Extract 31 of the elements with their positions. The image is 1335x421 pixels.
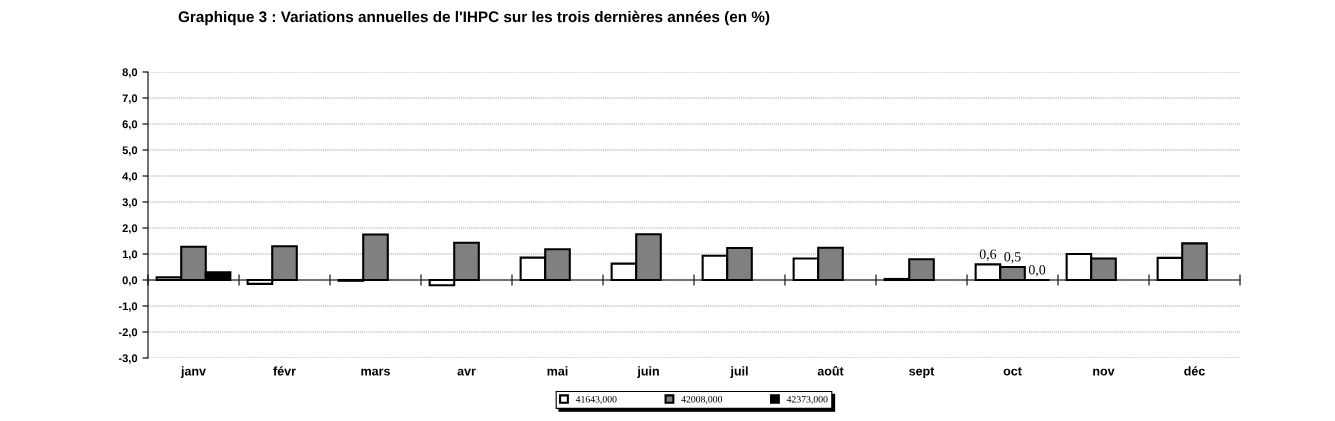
- data-label: 0,6: [979, 249, 997, 261]
- x-tick-label: oct: [1003, 367, 1022, 376]
- y-tick-label: 2,0: [122, 224, 138, 234]
- x-tick-label: avr: [457, 368, 476, 376]
- x-tick-label: janv: [180, 366, 206, 378]
- chart-title: Graphique 3 : Variations annuelles de l'IHPC sur les trois dernières années (en %): [178, 10, 770, 26]
- y-tick-label: 0,0: [122, 276, 138, 286]
- y-tick-label: 5,0: [122, 146, 138, 156]
- x-tick-label: août: [817, 366, 844, 376]
- y-tick-label: 1,0: [122, 250, 138, 260]
- y-tick-label: 6,0: [122, 120, 138, 130]
- y-tick-label: 8,0: [122, 68, 138, 78]
- x-tick-label: nov: [1093, 368, 1115, 376]
- legend-label: 42008,000: [681, 395, 723, 404]
- legend-label: 42373,000: [786, 395, 828, 404]
- y-tick-label: -3,0: [118, 354, 138, 364]
- data-label: 0,5: [1004, 252, 1021, 264]
- x-tick-label: févr: [273, 366, 296, 376]
- x-tick-label: mars: [361, 368, 390, 376]
- y-tick-label: 3,0: [122, 198, 138, 208]
- x-tick-label: juin: [637, 366, 659, 378]
- y-tick-label: -2,0: [118, 328, 138, 338]
- data-label: 0,0: [1028, 265, 1046, 277]
- y-tick-label: 7,0: [122, 94, 138, 104]
- x-tick-label: déc: [1184, 366, 1205, 376]
- x-tick-label: mai: [547, 366, 568, 376]
- y-tick-label: -1,0: [118, 302, 138, 312]
- x-tick-label: sept: [909, 367, 935, 378]
- x-tick-label: juil: [730, 366, 748, 378]
- y-tick-label: 4,0: [122, 172, 138, 182]
- legend-label: 41643,000: [575, 395, 617, 404]
